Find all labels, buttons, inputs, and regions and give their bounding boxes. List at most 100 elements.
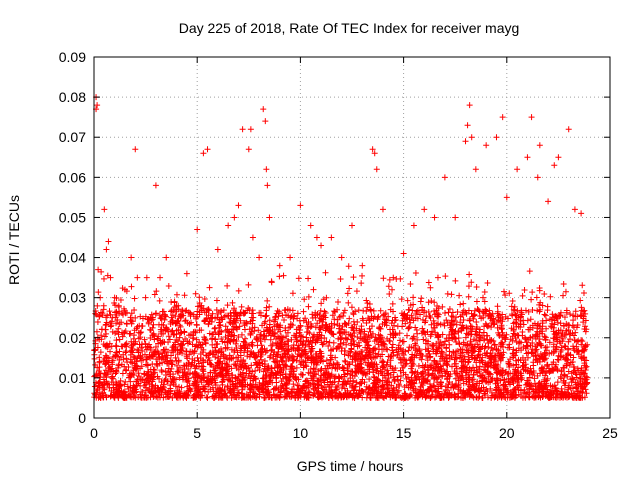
data-point [408,365,415,372]
data-point [108,365,115,372]
x-axis-label: GPS time / hours [297,458,404,474]
data-point [286,354,293,361]
data-point [206,357,213,364]
data-point [405,324,412,331]
data-point [405,325,412,332]
data-point [548,324,555,331]
data-point [518,311,525,318]
data-point [320,390,327,397]
data-point [208,361,215,368]
data-point [93,391,100,398]
data-point [299,351,306,358]
data-point [496,332,503,339]
data-point [455,334,462,341]
data-point [231,391,238,398]
data-point [330,331,337,338]
data-point [215,372,222,379]
data-point [481,390,488,397]
data-point [341,307,348,314]
data-point [539,320,546,327]
data-point [143,394,150,401]
data-point [309,315,316,322]
data-point [494,308,501,315]
data-point [359,315,366,322]
data-point [238,331,245,338]
data-point [235,373,242,380]
data-point [437,321,444,328]
data-point [312,339,319,346]
data-point [415,363,422,370]
data-point [307,321,314,328]
data-point [513,349,520,356]
data-point [160,308,167,315]
data-point [461,353,468,360]
data-point [119,329,126,336]
data-point [398,296,405,303]
data-point [248,329,255,336]
data-point [322,269,329,276]
data-point [112,367,119,374]
data-point [201,309,208,316]
data-point [295,382,302,389]
data-point [288,368,295,375]
data-point [160,330,167,337]
data-point [536,301,543,308]
data-point [285,356,292,363]
data-point [365,353,372,360]
data-point [305,369,312,376]
data-point [460,300,467,307]
data-point [137,354,144,361]
data-point [455,329,462,336]
data-point [267,377,274,384]
data-point [251,392,258,399]
data-point [340,313,347,320]
data-point [365,332,372,339]
data-point [173,308,180,315]
data-point [495,329,502,336]
data-point [178,384,185,391]
data-point [439,303,446,310]
data-point [110,375,117,382]
data-point [138,344,145,351]
data-point [431,383,438,390]
data-point [138,377,145,384]
data-point [342,320,349,327]
data-point [530,387,537,394]
data-point [328,371,335,378]
data-point [457,313,464,320]
data-point [423,337,430,344]
data-point [206,284,213,291]
data-point [382,374,389,381]
data-point [457,319,464,326]
data-point [176,374,183,381]
data-point [394,373,401,380]
data-point [489,317,496,324]
data-point [483,369,490,376]
data-point [315,368,322,375]
data-point [428,297,435,304]
data-point [174,368,181,375]
data-point [230,305,237,312]
data-point [310,333,317,340]
data-point [384,383,391,390]
data-point [359,369,366,376]
data-point [213,306,220,313]
data-point [474,369,481,376]
data-point [270,391,277,398]
data-point [406,344,413,351]
data-point [392,317,399,324]
data-point [366,317,373,324]
data-point [379,394,386,401]
data-point [101,386,108,393]
data-point [224,282,231,289]
data-point [100,275,107,282]
data-point [580,370,587,377]
data-point [356,380,363,387]
x-tick-label: 0 [90,425,98,441]
data-point [357,380,364,387]
data-point [376,335,383,342]
data-point [398,359,405,366]
data-point [283,363,290,370]
data-point [574,379,581,386]
data-point [558,333,565,340]
